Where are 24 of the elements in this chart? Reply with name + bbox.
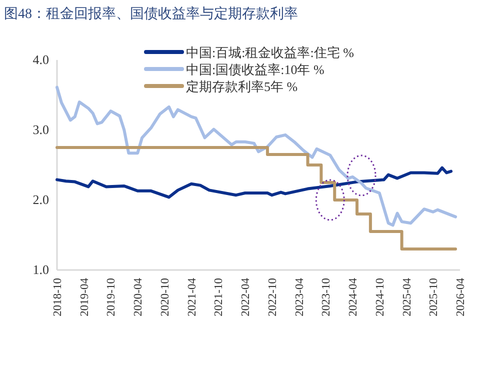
- legend-label: 中国:百城:租金收益率:住宅 %: [186, 45, 354, 60]
- x-tick-label: 2018-10: [52, 278, 64, 316]
- x-tick-label: 2019-10: [106, 278, 118, 316]
- x-tick-label: 2020-04: [132, 278, 145, 316]
- y-tick-label: 2.0: [32, 192, 49, 207]
- chart-title: 图48：租金回报率、国债收益率与定期存款利率: [4, 6, 298, 22]
- x-tick-label: 2021-10: [213, 278, 226, 316]
- legend-label: 中国:国债收益率:10年 %: [186, 62, 324, 77]
- x-tick-label: 2025-04: [401, 278, 414, 316]
- x-tick-label: 2022-10: [266, 278, 279, 316]
- x-tick-label: 2020-10: [159, 278, 172, 316]
- y-tick-label: 4.0: [32, 52, 49, 67]
- y-tick-label: 3.0: [32, 122, 49, 137]
- x-tick-label: 2023-10: [320, 278, 333, 316]
- x-tick-label: 2023-04: [294, 278, 306, 316]
- x-tick-label: 2019-04: [78, 278, 91, 316]
- legend-label: 定期存款利率5年 %: [186, 79, 298, 94]
- x-tick-label: 2021-04: [186, 278, 198, 316]
- x-tick-label: 2025-10: [428, 278, 440, 316]
- x-tick-label: 2026-04: [455, 278, 467, 316]
- x-tick-label: 2022-04: [240, 278, 252, 316]
- y-tick-label: 1.0: [32, 262, 49, 277]
- x-tick-label: 2024-10: [374, 278, 386, 316]
- x-tick-label: 2024-04: [348, 278, 360, 316]
